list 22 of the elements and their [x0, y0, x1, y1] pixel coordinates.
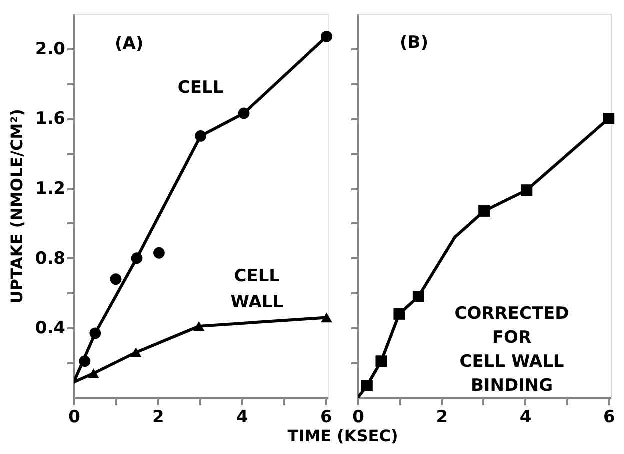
- annotation: (B): [400, 33, 428, 53]
- series-label: CELL WALL: [230, 266, 284, 312]
- annotation: (A): [115, 34, 144, 54]
- x-tick-label: 4: [236, 408, 249, 428]
- x-tick-label: 2: [436, 408, 448, 428]
- point: [110, 274, 122, 285]
- y-tick-label: 1.6: [35, 109, 66, 130]
- x-tick-label: 2: [152, 408, 164, 428]
- y-tick-label: 0.4: [35, 318, 66, 339]
- x-tick-label: 6: [603, 408, 616, 428]
- x-tick-label: 6: [320, 408, 332, 428]
- x-tick-label: 0: [352, 408, 365, 428]
- y-tick-label: 2.0: [35, 39, 66, 60]
- annotation: CORRECTED FOR CELL WALL BINDING: [454, 304, 570, 396]
- x-tick-label: 0: [68, 408, 81, 428]
- point: [154, 247, 165, 259]
- y-tick-label: 1.2: [35, 179, 66, 200]
- y-axis-title: UPTAKE (NMOLE/CM²): [7, 109, 26, 304]
- y-tick-label: 0.8: [35, 248, 66, 269]
- series-label: CELL: [178, 78, 224, 98]
- x-tick-label: 4: [520, 408, 532, 428]
- x-axis-title: TIME (KSEC): [288, 426, 398, 446]
